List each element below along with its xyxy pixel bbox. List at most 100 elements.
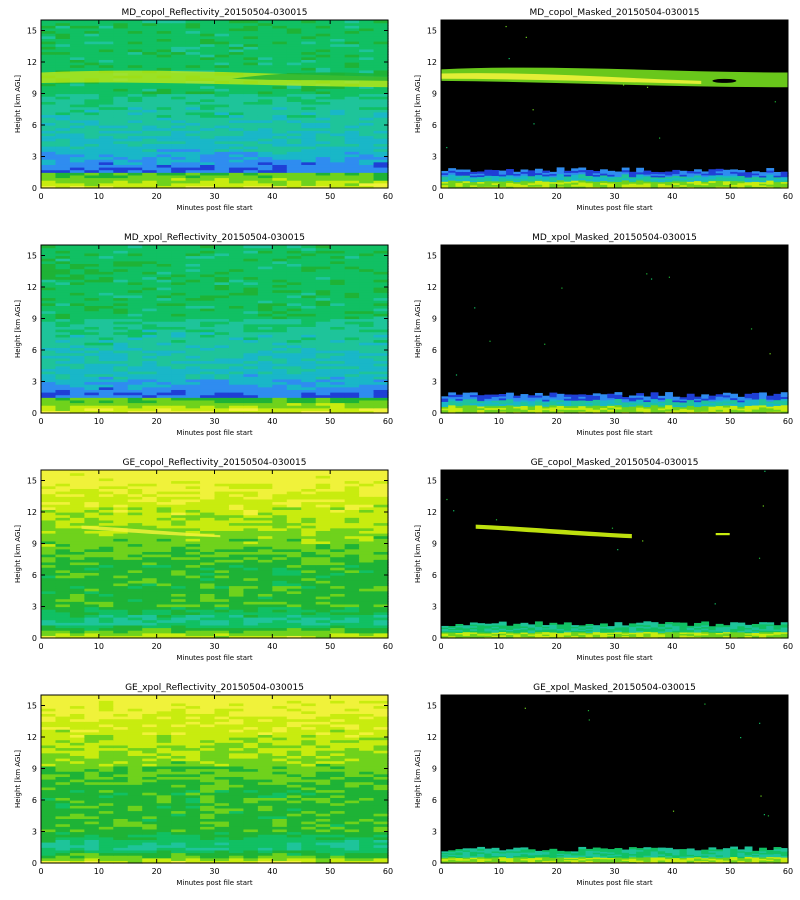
heatmap-cell: [171, 268, 187, 272]
heatmap-cell: [171, 399, 187, 404]
heatmap-cell: [330, 38, 346, 42]
heatmap-cell: [286, 62, 302, 66]
echo-cell: [563, 182, 572, 186]
heatmap-cells: [41, 470, 389, 639]
heatmap-cell: [171, 564, 187, 568]
heatmap-cell: [41, 266, 57, 270]
noise-speck: [446, 146, 448, 149]
heatmap-cell: [228, 371, 245, 375]
echo-cell: [563, 400, 572, 403]
echo-cell: [592, 174, 601, 177]
heatmap-cell: [330, 252, 346, 257]
heatmap-cell: [127, 308, 143, 312]
echo-cell: [679, 184, 688, 187]
echo-cell: [469, 178, 478, 181]
heatmap-cell: [127, 577, 143, 581]
heatmap-cell: [156, 405, 172, 409]
echo-cell: [527, 404, 536, 407]
echo-cell: [744, 173, 753, 176]
heatmap-cell: [113, 567, 129, 571]
echo-cell: [751, 398, 760, 402]
heatmap-cell: [315, 603, 331, 608]
x-tick-label: 60: [383, 192, 393, 201]
heatmap-cell: [257, 271, 273, 275]
heatmap-cell: [257, 606, 273, 610]
echo-cell: [592, 407, 601, 410]
heatmap-cell: [359, 153, 375, 158]
heatmap-cell: [257, 384, 273, 388]
echo-cell: [491, 405, 500, 409]
echo-cell: [694, 409, 702, 412]
heatmap-cell: [142, 596, 158, 600]
heatmap-cell: [315, 575, 331, 579]
heatmap-cell: [286, 292, 302, 296]
heatmap-cell: [243, 308, 259, 312]
heatmap-cell: [330, 603, 346, 608]
heatmap-cell: [55, 268, 71, 272]
heatmap-cell: [330, 326, 346, 330]
echo-cell: [708, 186, 717, 189]
heatmap-cell: [200, 143, 216, 147]
heatmap-cell: [185, 180, 201, 184]
heatmap-cell: [69, 617, 85, 621]
heatmap-cell: [315, 624, 331, 629]
heatmap-cell: [55, 392, 71, 396]
heatmap-cell: [55, 119, 71, 123]
heatmap-cell: [301, 624, 317, 629]
heatmap-cell: [200, 622, 216, 626]
heatmap-cell: [301, 281, 317, 285]
heatmap-cell: [228, 305, 245, 309]
heatmap-cell: [200, 347, 216, 351]
heatmap-cell: [156, 25, 172, 29]
heatmap-cell: [113, 177, 129, 181]
heatmap-cell: [243, 598, 259, 602]
heatmap-cell: [41, 402, 57, 406]
echo-cell: [614, 404, 623, 408]
heatmap-cell: [171, 247, 187, 251]
heatmap-cell: [272, 405, 288, 409]
echo-cell: [506, 170, 514, 174]
heatmap-cell: [214, 378, 230, 383]
heatmap-cell: [228, 281, 245, 285]
heatmap-cell: [69, 339, 85, 343]
heatmap-cell: [185, 48, 201, 53]
heatmap-cell: [55, 572, 71, 576]
echo-cell: [498, 170, 507, 173]
echo-cell: [773, 401, 782, 405]
echo-cell: [462, 171, 471, 174]
echo-cell: [462, 186, 471, 189]
heatmap-cell: [185, 596, 201, 600]
heatmap-cell: [214, 559, 230, 563]
echo-cell: [441, 404, 449, 407]
heatmap-cell: [315, 135, 331, 139]
heatmap-cell: [243, 405, 259, 409]
heatmap-cell: [359, 27, 375, 32]
heatmap-cell: [272, 273, 288, 278]
heatmap-cell: [243, 392, 259, 396]
heatmap-cell: [373, 266, 389, 270]
heatmap-cell: [257, 394, 273, 398]
heatmap-cell: [185, 394, 201, 398]
heatmap-cell: [98, 347, 114, 351]
heatmap-cell: [156, 336, 172, 341]
heatmap-cell: [301, 329, 317, 333]
echo-cell: [498, 394, 507, 397]
echo-cell: [592, 403, 601, 406]
heatmap-cell: [344, 156, 360, 160]
heatmap-cell: [315, 177, 331, 181]
heatmap-cell: [286, 590, 302, 594]
heatmap-cell: [359, 143, 375, 147]
heatmap-cell: [156, 352, 172, 356]
heatmap-cell: [315, 585, 331, 589]
heatmap-cell: [315, 302, 331, 306]
heatmap-cell: [257, 62, 273, 66]
heatmap-cell: [214, 177, 230, 181]
heatmap-cell: [315, 609, 331, 613]
echo-cell: [520, 175, 529, 178]
heatmap-cell: [214, 381, 230, 385]
echo-cell: [708, 411, 717, 414]
heatmap-cell: [228, 263, 245, 267]
heatmap-cell: [156, 297, 172, 301]
heatmap-cell: [359, 313, 375, 317]
heatmap-cell: [301, 130, 317, 134]
